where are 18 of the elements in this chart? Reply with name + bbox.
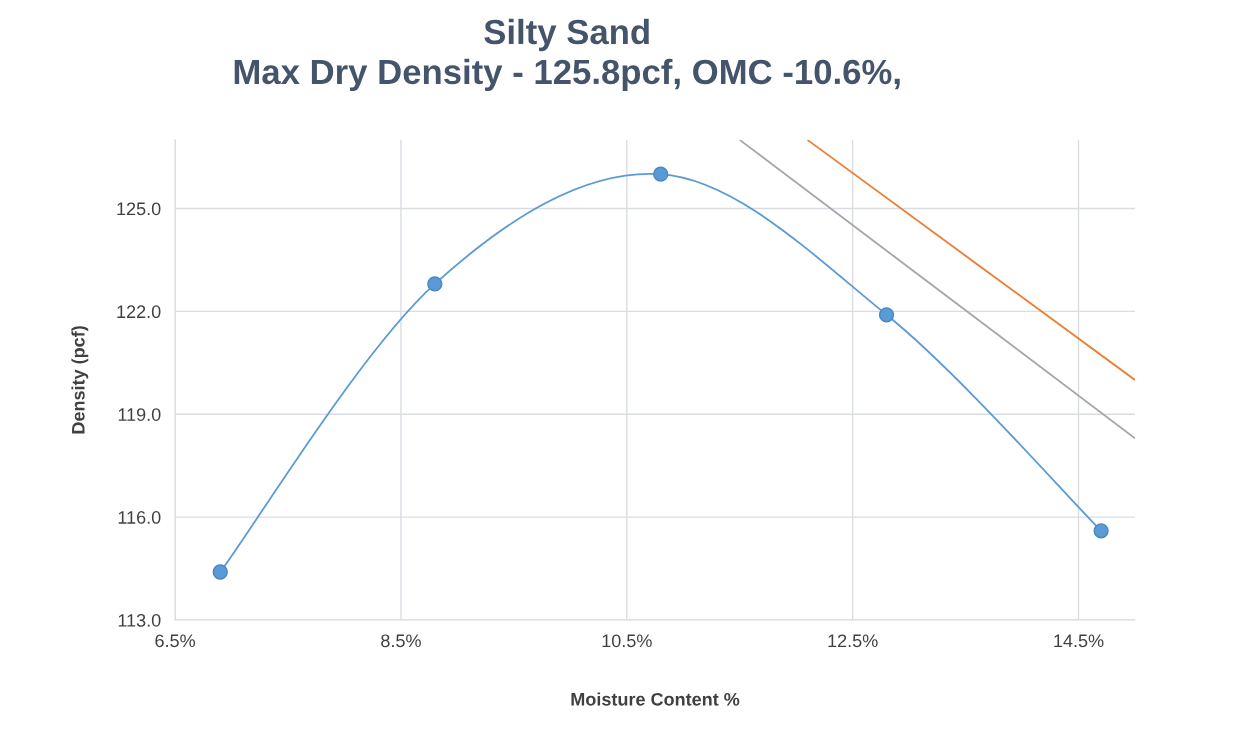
x-tick-label: 14.5% bbox=[1054, 634, 1104, 648]
point bbox=[1093, 523, 1109, 539]
x-tick-label: 10.5% bbox=[602, 634, 652, 648]
y-tick-label: 116.0 bbox=[118, 511, 161, 524]
y-tick-label: 113.0 bbox=[118, 613, 161, 627]
chart-title: Silty Sand Max Dry Density - 125.8pcf, OMC -10.6%, bbox=[234, 18, 900, 92]
point bbox=[212, 564, 228, 580]
x-axis-title: Moisture Content % bbox=[571, 692, 740, 706]
point bbox=[427, 276, 443, 292]
x-tick-label: 12.5% bbox=[828, 634, 878, 648]
y-tick-label: 125.0 bbox=[117, 202, 161, 216]
point bbox=[653, 166, 669, 182]
x-tick-label: 6.5% bbox=[155, 634, 196, 648]
y-tick-label: 119.0 bbox=[118, 408, 161, 421]
x-tick-label: 8.5% bbox=[381, 634, 421, 648]
y-axis-title: Density (pcf) bbox=[71, 326, 89, 434]
point bbox=[878, 307, 895, 323]
y-tick-label: 122.0 bbox=[117, 305, 161, 319]
